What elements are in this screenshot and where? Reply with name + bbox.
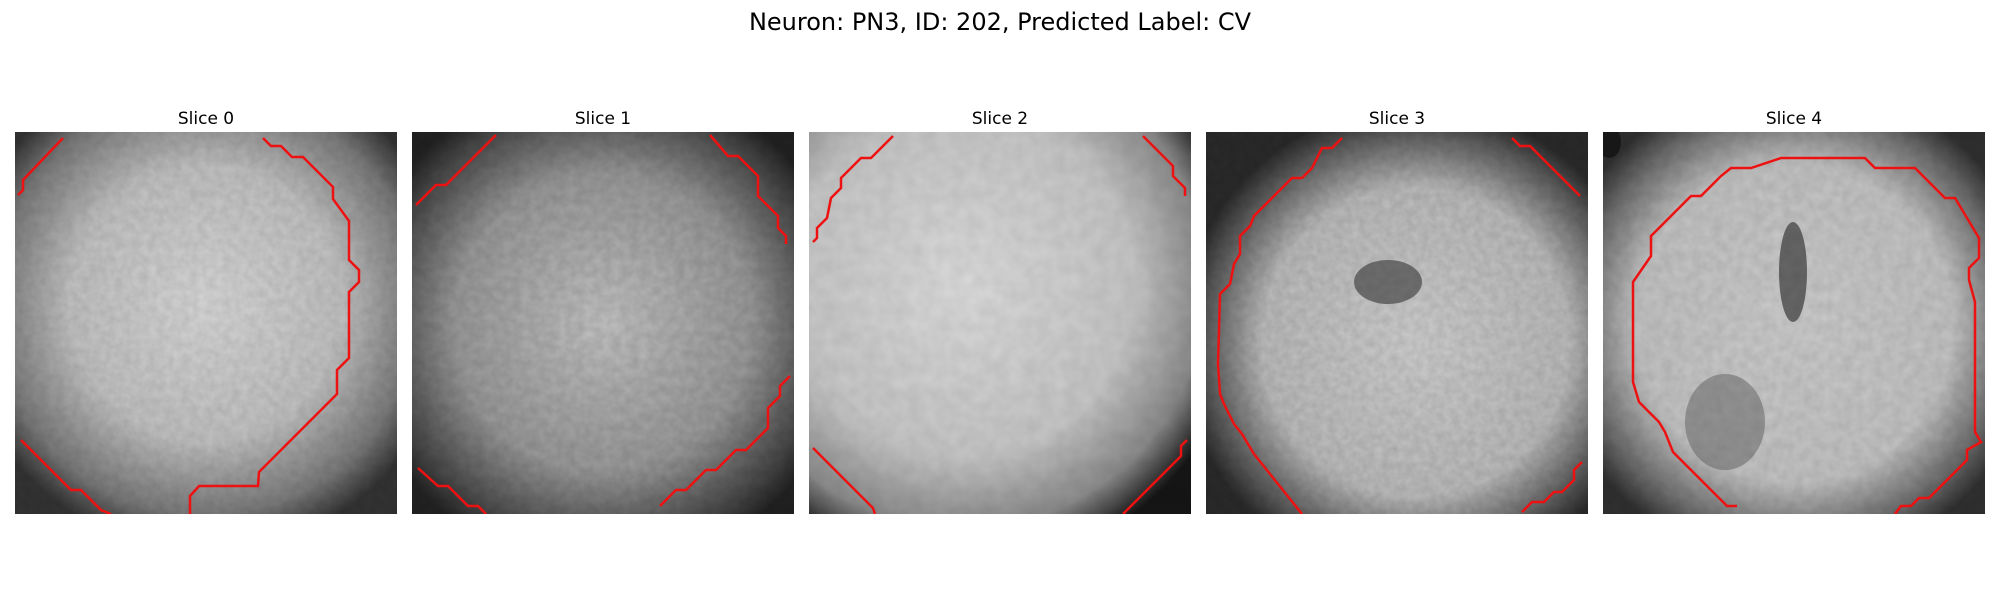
slice-title-1: Slice 1 — [574, 109, 632, 129]
slice-title-3: Slice 3 — [1368, 109, 1426, 129]
contour-2 — [812, 135, 1188, 514]
contour-1 — [415, 134, 791, 514]
slice-image-2 — [809, 132, 1191, 514]
slice-panel-2: Slice 2 — [809, 106, 1191, 514]
contour-3 — [1216, 137, 1583, 514]
slice-image-1 — [412, 132, 794, 514]
figure-title: Neuron: PN3, ID: 202, Predicted Label: C… — [748, 8, 1252, 36]
slice-panel-1: Slice 1 — [412, 106, 794, 514]
slice-panel-0: Slice 0 — [15, 106, 397, 514]
slice-image-3 — [1206, 132, 1588, 514]
slice-panel-3: Slice 3 — [1206, 106, 1588, 514]
contour-4 — [1631, 156, 1983, 514]
slice-title-0: Slice 0 — [177, 109, 235, 129]
contour-0 — [17, 137, 361, 514]
slice-title-4: Slice 4 — [1765, 109, 1823, 129]
slice-title-2: Slice 2 — [971, 109, 1029, 129]
slice-image-0 — [15, 132, 397, 514]
slice-image-4 — [1603, 132, 1985, 514]
slice-panel-4: Slice 4 — [1603, 106, 1985, 514]
